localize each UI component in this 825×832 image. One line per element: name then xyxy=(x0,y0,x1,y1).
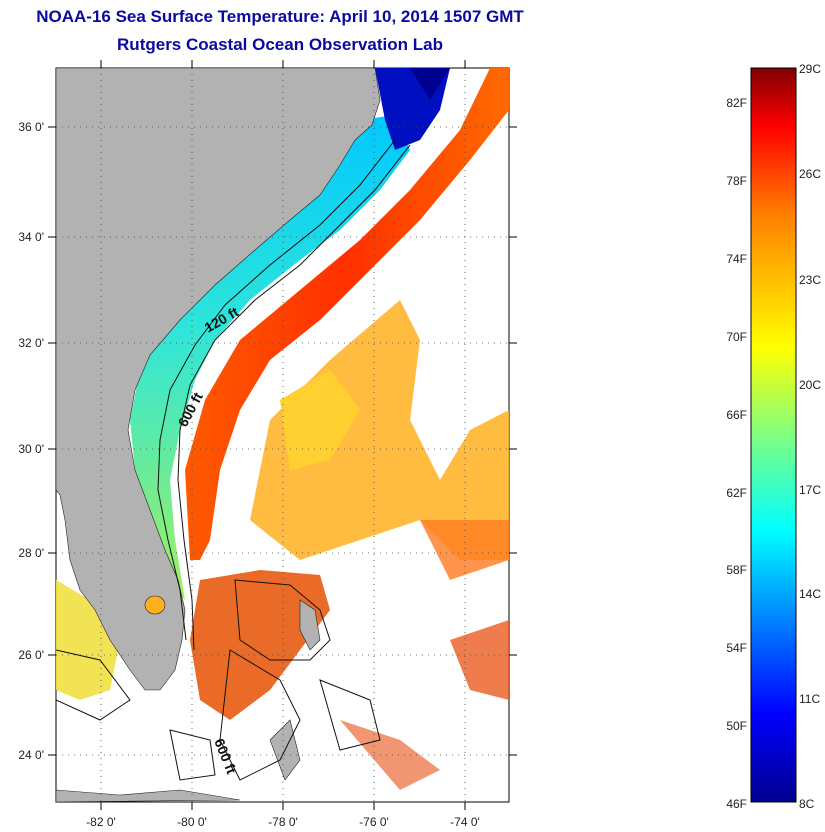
c-label-14: 14C xyxy=(799,587,821,601)
lon-label-82: -82 0' xyxy=(86,815,116,829)
lon-label-76: -76 0' xyxy=(359,815,389,829)
c-label-8: 8C xyxy=(799,797,815,811)
frame-ticks xyxy=(48,60,517,810)
f-label-58: 58F xyxy=(726,563,747,577)
lat-label-34: 34 0' xyxy=(18,230,44,244)
south-warm-patches xyxy=(190,570,330,720)
lat-label-26: 26 0' xyxy=(18,648,44,662)
sst-layer xyxy=(56,68,509,802)
contour-600ft xyxy=(177,144,411,651)
bahamas-islands xyxy=(299,599,321,651)
f-label-54: 54F xyxy=(726,641,747,655)
c-label-17: 17C xyxy=(799,483,821,497)
lon-label-78: -78 0' xyxy=(268,815,298,829)
graticule xyxy=(56,68,509,802)
c-label-29: 29C xyxy=(799,62,821,76)
lat-label-28: 28 0' xyxy=(18,546,44,560)
lake-okeechobee xyxy=(144,595,166,615)
land-mainland xyxy=(56,68,381,691)
lat-label-36: 36 0' xyxy=(18,120,44,134)
f-label-62: 62F xyxy=(726,486,747,500)
c-label-23: 23C xyxy=(799,273,821,287)
longitude-labels: -82 0' -80 0' -78 0' -76 0' -74 0' xyxy=(86,815,480,829)
colorbar-celsius-labels: 29C 26C 23C 20C 17C 14C 11C 8C xyxy=(799,62,821,811)
f-label-66: 66F xyxy=(726,408,747,422)
f-label-46: 46F xyxy=(726,797,747,811)
offshore-yellow-water xyxy=(280,370,360,470)
colorbar-fahrenheit-labels: 82F 78F 74F 70F 66F 62F 58F 54F 50F 46F xyxy=(726,96,747,811)
lat-label-30: 30 0' xyxy=(18,442,44,456)
colorbar xyxy=(750,67,797,803)
c-label-26: 26C xyxy=(799,167,821,181)
f-label-82: 82F xyxy=(726,96,747,110)
lat-label-24: 24 0' xyxy=(18,748,44,762)
map-title: NOAA-16 Sea Surface Temperature: April 1… xyxy=(36,7,524,26)
latitude-labels: 36 0' 34 0' 32 0' 30 0' 28 0' 26 0' 24 0… xyxy=(18,120,44,762)
lon-label-80: -80 0' xyxy=(177,815,207,829)
f-label-70: 70F xyxy=(726,330,747,344)
map-subtitle: Rutgers Coastal Ocean Observation Lab xyxy=(117,35,443,54)
c-label-11: 11C xyxy=(799,692,820,706)
f-label-50: 50F xyxy=(726,719,747,733)
offshore-warm-water xyxy=(250,300,509,560)
c-label-20: 20C xyxy=(799,378,821,392)
f-label-78: 78F xyxy=(726,174,747,188)
contour-120ft xyxy=(157,139,396,641)
lon-label-74: -74 0' xyxy=(450,815,480,829)
lat-label-32: 32 0' xyxy=(18,336,44,350)
f-label-74: 74F xyxy=(726,252,747,266)
gulf-stream xyxy=(185,68,509,560)
